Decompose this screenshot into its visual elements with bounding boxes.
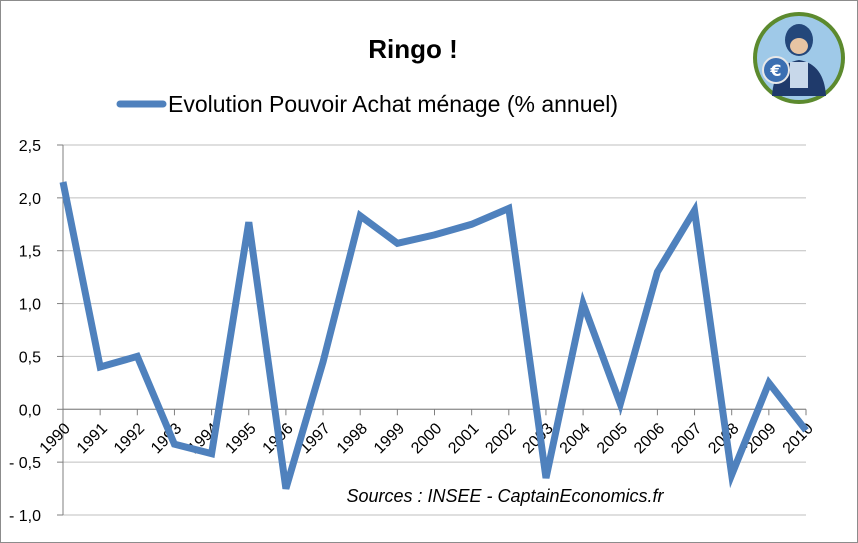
series-group — [59, 181, 809, 490]
y-axis-ticks: 2,5 2,0 1,5 1,0 0,5 0,0 - 0,5 - 1,0 — [9, 138, 63, 525]
y-tick-label: - 0,5 — [9, 455, 41, 472]
y-tick-label: - 1,0 — [9, 508, 41, 525]
axes — [62, 145, 806, 515]
y-tick-label: 2,5 — [19, 138, 41, 155]
x-tick-label: 2007 — [668, 420, 705, 457]
x-tick-label: 2002 — [482, 420, 519, 457]
x-tick-label: 2001 — [445, 420, 482, 457]
x-tick-label: 2006 — [631, 420, 668, 457]
captain-economics-logo-icon: € — [753, 12, 845, 104]
source-annotation: Sources : INSEE - CaptainEconomics.fr — [346, 486, 664, 506]
legend: Evolution Pouvoir Achat ménage (% annuel… — [116, 91, 618, 117]
x-tick-label: 1991 — [74, 420, 111, 457]
y-tick-label: 2,0 — [19, 191, 41, 208]
x-tick-label: 1995 — [222, 420, 259, 457]
x-tick-label: 1999 — [371, 420, 408, 457]
gridlines — [63, 144, 806, 516]
x-tick-label: 1992 — [111, 420, 148, 457]
x-axis-ticks: 1990 1991 1992 1993 1994 1995 1996 1997 1998 1999… — [37, 409, 817, 457]
legend-label: Evolution Pouvoir Achat ménage (% annuel… — [168, 91, 618, 117]
x-tick-label: 2004 — [557, 420, 594, 457]
x-tick-label: 2000 — [408, 420, 445, 457]
chart-title: Ringo ! — [368, 34, 458, 64]
y-tick-label: 0,0 — [19, 402, 41, 419]
x-tick-label: 1990 — [37, 420, 74, 457]
y-tick-label: 1,0 — [19, 297, 41, 314]
svg-text:€: € — [769, 61, 781, 80]
x-tick-label: 2005 — [594, 420, 631, 457]
x-tick-label: 1998 — [334, 420, 371, 457]
y-tick-label: 1,5 — [19, 244, 41, 261]
y-tick-label: 0,5 — [19, 349, 41, 366]
